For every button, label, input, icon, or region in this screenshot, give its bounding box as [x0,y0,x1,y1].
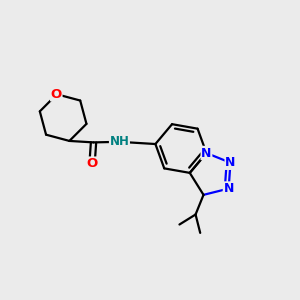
Text: N: N [225,156,236,169]
Text: N: N [224,182,234,195]
Text: NH: NH [110,135,129,148]
Text: N: N [201,146,212,160]
Text: O: O [86,157,98,170]
Text: O: O [51,88,62,101]
